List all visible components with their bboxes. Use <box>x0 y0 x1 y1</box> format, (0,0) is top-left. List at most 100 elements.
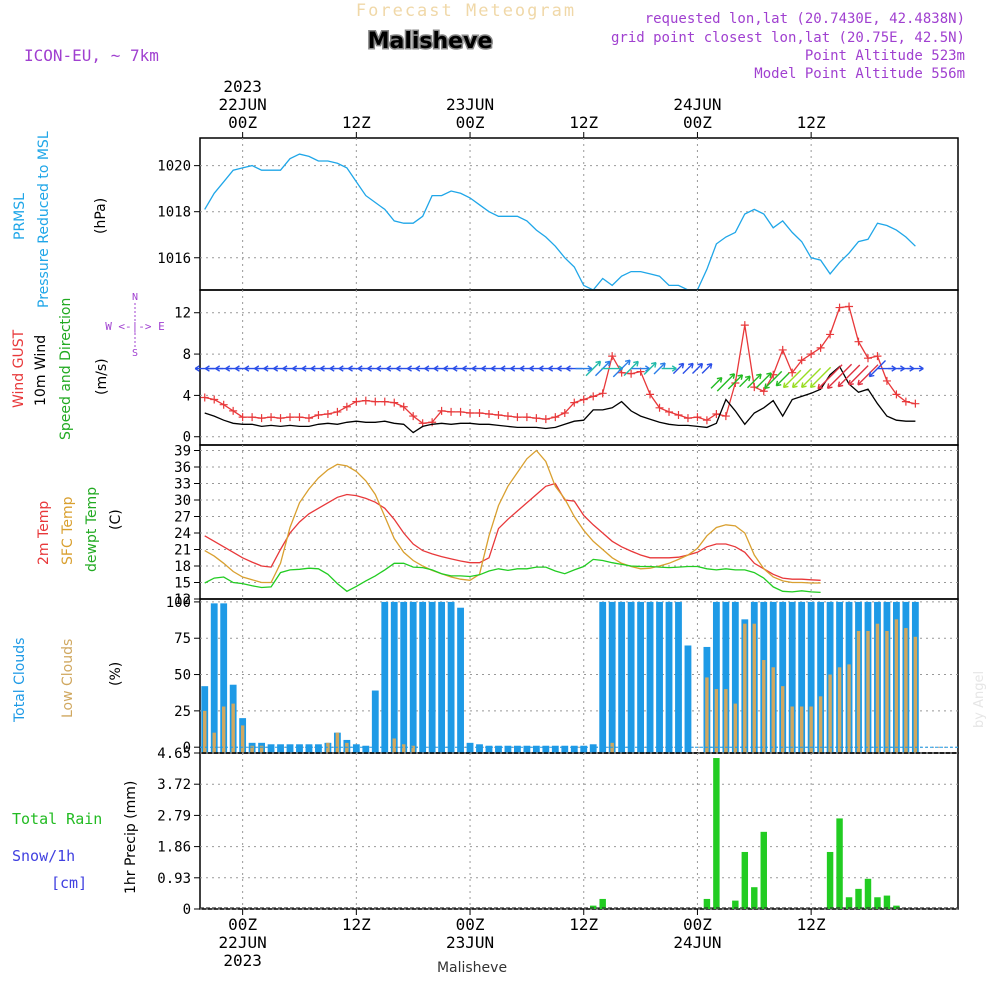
wind-tick-label: 8 <box>183 347 191 363</box>
wind-arrow-head <box>386 365 392 372</box>
low-cloud-bar <box>781 686 785 753</box>
chart-title: Forecast Meteogram <box>356 1 576 21</box>
wind-arrow <box>868 359 887 378</box>
wind-arrow-head <box>529 365 535 372</box>
wind-arrow-head <box>452 365 458 372</box>
total-cloud-bar <box>618 601 626 753</box>
gust-marker <box>494 411 503 420</box>
wind-gust-label: Wind GUST <box>11 329 27 408</box>
total-cloud-bar <box>305 744 313 753</box>
gust-marker <box>267 413 276 422</box>
bottom-date-label: 22JUN <box>219 933 267 952</box>
wind-series-wind-gust <box>204 305 916 424</box>
wind-arrow-head <box>301 365 307 372</box>
wind-arrow-head <box>500 365 506 372</box>
gust-marker <box>323 410 332 418</box>
temp-tick-label: 21 <box>174 543 191 559</box>
total-cloud-bar <box>362 745 370 753</box>
gust-marker <box>229 406 238 415</box>
total-cloud-bar <box>428 601 436 753</box>
rain-bar <box>703 898 711 909</box>
location-title: Malisheve <box>368 29 493 54</box>
wind-arrow-head <box>716 376 723 383</box>
low-cloud-bar <box>212 732 216 753</box>
gust-marker <box>854 337 863 346</box>
precip-tick-label: 1.86 <box>157 840 191 856</box>
wind-arrow-head <box>254 365 260 372</box>
low-cloud-bar <box>894 619 899 753</box>
wind-arrow-head <box>918 365 924 372</box>
wind-arrow-head <box>282 365 288 372</box>
clouds-frame <box>199 598 959 754</box>
wind-arrow-head <box>660 362 666 369</box>
bottom-date-label: 24JUN <box>673 933 721 952</box>
total-cloud-bar <box>409 601 417 753</box>
wind-arrow-head <box>367 365 373 372</box>
clouds-tick-label: 50 <box>174 668 191 684</box>
gust-marker <box>740 321 749 330</box>
clouds-tick-label: 75 <box>174 631 191 647</box>
low-cloud-bar <box>610 742 614 753</box>
compass-rose: N W <-|-> E S <box>105 292 165 359</box>
wind-arrow-head <box>510 365 516 372</box>
rain-bar <box>599 898 606 909</box>
gust-marker <box>892 390 901 399</box>
wind-arrow-head <box>587 365 593 372</box>
gust-marker <box>579 395 588 404</box>
wind-arrow-head <box>415 365 421 372</box>
low-cloud-bar <box>221 706 226 753</box>
temp-tick-label: 39 <box>174 444 191 460</box>
total-cloud-bar <box>220 603 228 753</box>
precip-tick-label: 0.93 <box>157 871 191 887</box>
temp-tick-label: 27 <box>174 510 191 526</box>
low-cloud-bar <box>743 623 747 753</box>
pressure-frame <box>199 137 959 291</box>
wind-dir-label: Speed and Direction <box>58 298 74 440</box>
wind-arrow <box>716 373 735 392</box>
low-cloud-bar <box>818 696 823 753</box>
clouds-tick-label: 25 <box>174 704 191 720</box>
wind-arrow-head <box>519 365 525 372</box>
wind-arrow-head <box>764 383 770 390</box>
rain-bar <box>836 818 843 909</box>
low-cloud-bar <box>240 725 245 753</box>
requested-coords: requested lon,lat (20.7430E, 42.4838N) <box>645 11 965 27</box>
wind-arrow-head <box>548 365 554 372</box>
gust-marker <box>219 400 228 409</box>
wind-arrow <box>775 372 790 387</box>
wind-arrow <box>764 370 783 389</box>
low-cloud-bar <box>392 738 396 753</box>
gust-marker <box>674 411 683 420</box>
clouds-total-label: Total Clouds <box>12 638 28 723</box>
compass-north: N <box>132 292 138 303</box>
bottom-hour-label: 12Z <box>569 915 598 934</box>
temp-sfc-label: SFC Temp <box>60 496 76 565</box>
pressure-label-2: Pressure Reduced to MSL <box>36 131 52 308</box>
temp-2m-label: 2m Temp <box>36 501 52 565</box>
wind-arrow-head <box>697 362 704 369</box>
total-cloud-bar <box>277 744 284 753</box>
wind-arrow-head <box>443 365 449 372</box>
precip-panel: 0 0.93 1.86 2.79 3.72 4.65 <box>157 746 959 918</box>
wind-arrow-head <box>234 365 240 372</box>
precip-tick-label: 2.79 <box>157 808 191 824</box>
pressure-series-prmsl <box>204 153 916 291</box>
low-cloud-bar <box>799 706 804 753</box>
wind-arrow <box>801 367 822 388</box>
gust-marker <box>200 393 209 402</box>
wind-arrow <box>783 369 802 388</box>
bottom-date-label: 23JUN <box>446 933 494 952</box>
credit-label: by Angel <box>972 671 987 728</box>
gust-marker <box>342 402 351 411</box>
wind-tick-label: 4 <box>183 388 191 404</box>
gust-marker <box>532 414 541 423</box>
gust-marker <box>863 354 872 363</box>
gust-marker <box>873 352 882 361</box>
temp-tick-label: 36 <box>174 460 191 476</box>
gust-marker <box>570 398 579 407</box>
total-cloud-bar <box>447 601 455 753</box>
wind-arrow-head <box>481 365 487 372</box>
low-cloud-bar <box>762 660 766 753</box>
wind-arrow-head <box>766 372 772 378</box>
low-cloud-bar <box>231 703 235 753</box>
